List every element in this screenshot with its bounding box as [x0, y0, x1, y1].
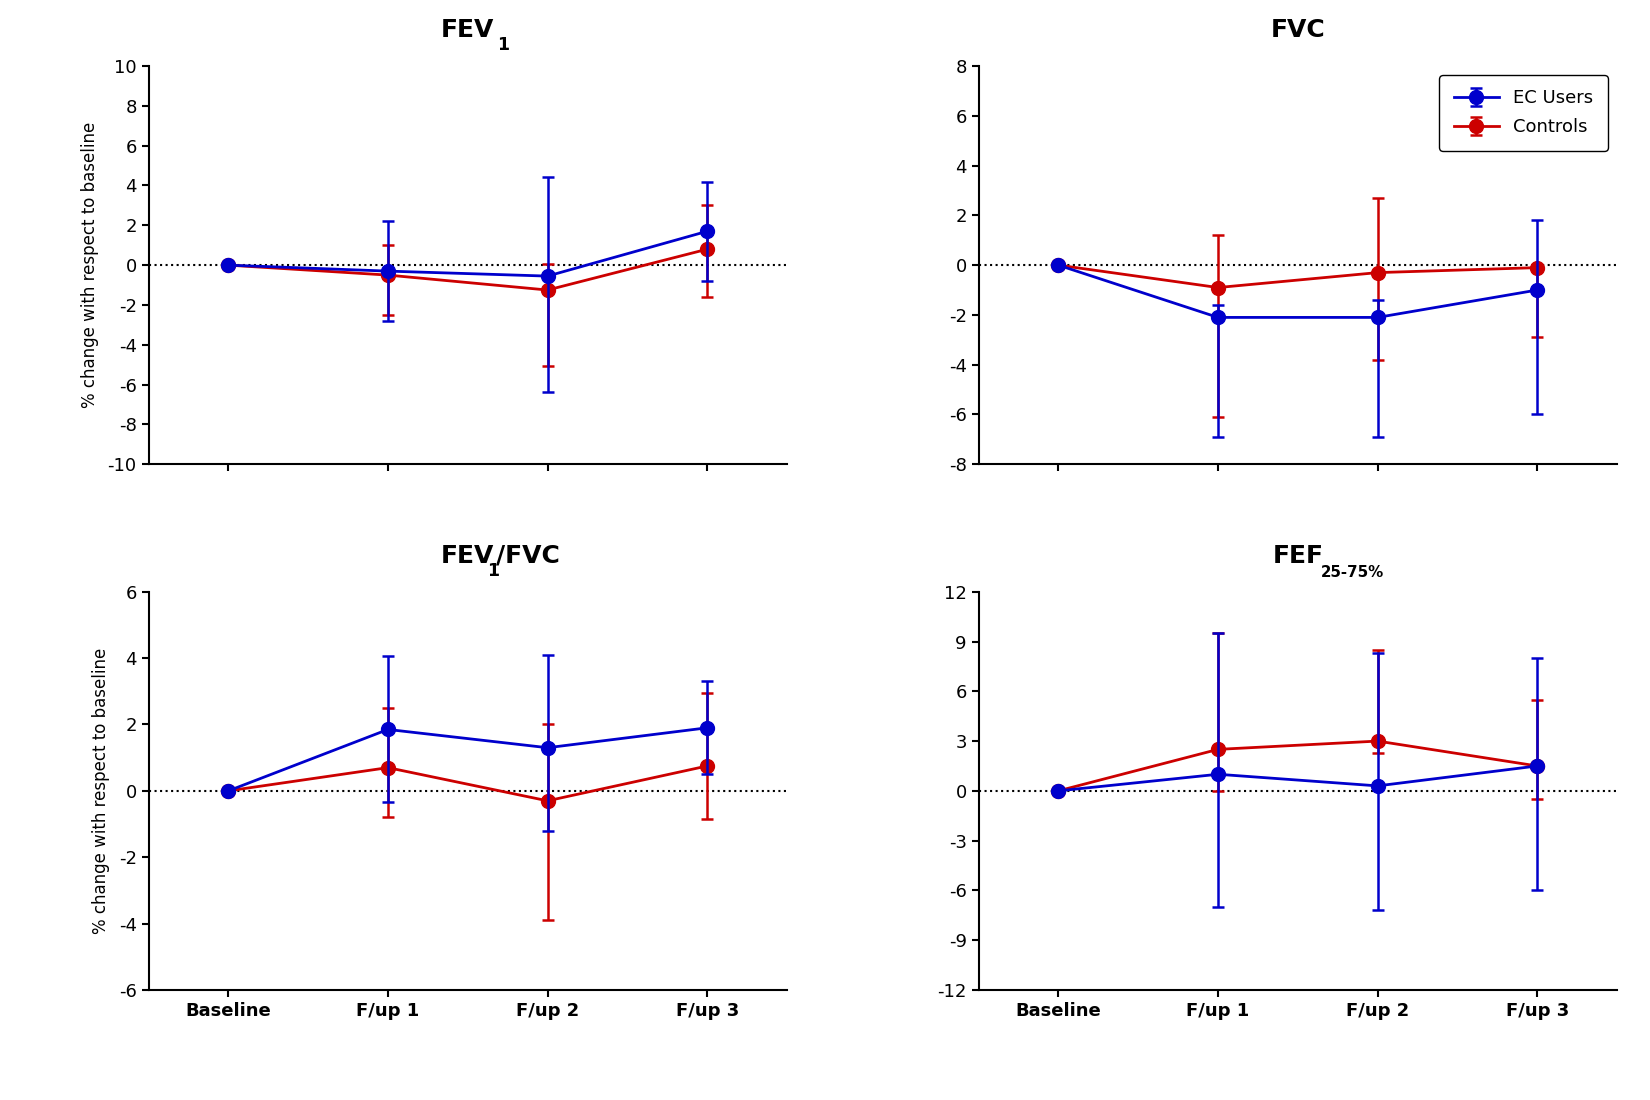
- Text: 25-75%: 25-75%: [1320, 564, 1384, 580]
- Text: /FVC: /FVC: [497, 543, 561, 568]
- Text: FEV: FEV: [441, 543, 495, 568]
- Text: FEF: FEF: [1272, 543, 1323, 568]
- Text: FEV: FEV: [441, 18, 495, 42]
- Text: 1: 1: [497, 36, 508, 54]
- Y-axis label: % change with respect to baseline: % change with respect to baseline: [92, 648, 111, 934]
- Text: FVC: FVC: [1270, 18, 1325, 42]
- Legend: EC Users, Controls: EC Users, Controls: [1439, 75, 1609, 151]
- Y-axis label: % change with respect to baseline: % change with respect to baseline: [81, 122, 99, 408]
- Text: 1: 1: [487, 562, 500, 580]
